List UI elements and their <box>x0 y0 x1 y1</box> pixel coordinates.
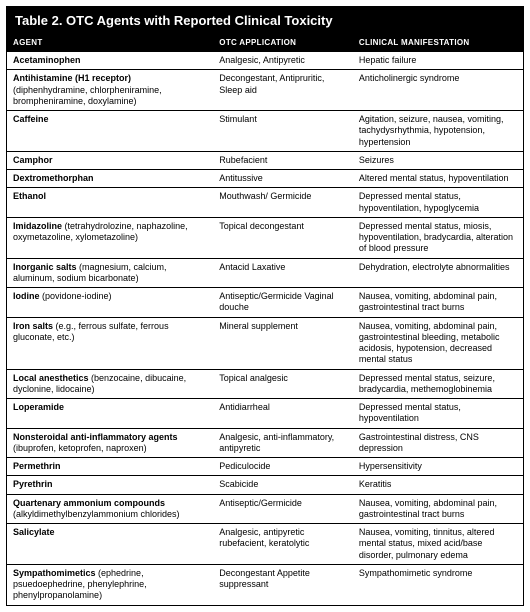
cell-manifestation: Depressed mental status, miosis, hypoven… <box>353 217 524 258</box>
agent-main: Nonsteroidal anti-inflammatory agents <box>13 432 178 442</box>
cell-manifestation: Keratitis <box>353 476 524 494</box>
table-row: Dextromethorphan AntitussiveAltered menta… <box>7 170 524 188</box>
cell-agent: Local anesthetics (benzocaine, dibucaine… <box>7 369 214 399</box>
cell-application: Analgesic, Antipyretic <box>213 52 353 70</box>
cell-manifestation: Nausea, vomiting, abdominal pain, gastro… <box>353 288 524 318</box>
cell-application: Decongestant Appetite suppressant <box>213 564 353 605</box>
cell-agent: Pyrethrin <box>7 476 214 494</box>
cell-manifestation: Depressed mental status, hypoventilation… <box>353 188 524 218</box>
otc-toxicity-table: Table 2. OTC Agents with Reported Clinic… <box>6 6 524 606</box>
cell-agent: Dextromethorphan <box>7 170 214 188</box>
cell-manifestation: Anticholinergic syndrome <box>353 70 524 111</box>
cell-manifestation: Depressed mental status, hypoventilation <box>353 399 524 429</box>
cell-agent: Inorganic salts (magnesium, calcium, alu… <box>7 258 214 288</box>
cell-application: Decongestant, Antipruritic, Sleep aid <box>213 70 353 111</box>
cell-agent: Iodine (povidone-iodine) <box>7 288 214 318</box>
agent-main: Ethanol <box>13 191 46 201</box>
agent-main: Sympathomimetics <box>13 568 96 578</box>
table-row: Pyrethrin ScabicideKeratitis <box>7 476 524 494</box>
agent-main: Antihistamine (H1 receptor) <box>13 73 131 83</box>
cell-application: Antiseptic/Germicide <box>213 494 353 524</box>
agent-main: Loperamide <box>13 402 64 412</box>
cell-manifestation: Nausea, vomiting, tinnitus, altered ment… <box>353 524 524 565</box>
table-row: Sympathomimetics (ephedrine, psuedoephed… <box>7 564 524 605</box>
cell-agent: Antihistamine (H1 receptor) (diphenhydra… <box>7 70 214 111</box>
table-row: Antihistamine (H1 receptor) (diphenhydra… <box>7 70 524 111</box>
cell-application: Scabicide <box>213 476 353 494</box>
cell-agent: Ethanol <box>7 188 214 218</box>
agent-sub: (diphenhydramine, chlorpheniramine, brom… <box>13 85 162 106</box>
cell-manifestation: Agitation, seizure, nausea, vomiting, ta… <box>353 111 524 152</box>
cell-application: Stimulant <box>213 111 353 152</box>
cell-manifestation: Altered mental status, hypoventilation <box>353 170 524 188</box>
cell-application: Antacid Laxative <box>213 258 353 288</box>
cell-agent: Sympathomimetics (ephedrine, psuedoephed… <box>7 564 214 605</box>
agent-sub: (alkyldimethylbenzylammonium chlorides) <box>13 509 180 519</box>
agent-main: Imidazoline <box>13 221 62 231</box>
table-row: Acetaminophen Analgesic, AntipyreticHepat… <box>7 52 524 70</box>
agent-main: Dextromethorphan <box>13 173 94 183</box>
cell-agent: Caffeine <box>7 111 214 152</box>
cell-agent: Quartenary ammonium compounds (alkyldime… <box>7 494 214 524</box>
cell-agent: Iron salts (e.g., ferrous sulfate, ferro… <box>7 317 214 369</box>
cell-manifestation: Nausea, vomiting, abdominal pain, gastro… <box>353 317 524 369</box>
col-application: OTC Application <box>213 34 353 52</box>
cell-application: Topical decongestant <box>213 217 353 258</box>
table-row: Inorganic salts (magnesium, calcium, alu… <box>7 258 524 288</box>
cell-agent: Imidazoline (tetrahydrolozine, naphazoli… <box>7 217 214 258</box>
table-row: Caffeine StimulantAgitation, seizure, nau… <box>7 111 524 152</box>
cell-manifestation: Hypersensitivity <box>353 458 524 476</box>
table-row: Camphor RubefacientSeizures <box>7 151 524 169</box>
table-row: Local anesthetics (benzocaine, dibucaine… <box>7 369 524 399</box>
cell-manifestation: Depressed mental status, seizure, bradyc… <box>353 369 524 399</box>
cell-manifestation: Sympathomimetic syndrome <box>353 564 524 605</box>
agent-main: Acetaminophen <box>13 55 81 65</box>
table-row: Loperamide AntidiarrhealDepressed mental … <box>7 399 524 429</box>
cell-application: Pediculocide <box>213 458 353 476</box>
agent-main: Caffeine <box>13 114 49 124</box>
cell-application: Antiseptic/Germicide Vaginal douche <box>213 288 353 318</box>
cell-application: Rubefacient <box>213 151 353 169</box>
cell-application: Analgesic, antipyretic rubefacient, kera… <box>213 524 353 565</box>
table-row: Ethanol Mouthwash/ GermicideDepressed men… <box>7 188 524 218</box>
agent-main: Camphor <box>13 155 53 165</box>
cell-application: Mineral supplement <box>213 317 353 369</box>
table-row: Iodine (povidone-iodine)Antiseptic/Germi… <box>7 288 524 318</box>
agent-main: Inorganic salts <box>13 262 77 272</box>
agent-main: Permethrin <box>13 461 61 471</box>
agent-main: Salicylate <box>13 527 55 537</box>
cell-application: Antidiarrheal <box>213 399 353 429</box>
cell-application: Topical analgesic <box>213 369 353 399</box>
cell-application: Analgesic, anti-inflammatory, antipyreti… <box>213 428 353 458</box>
table-title: Table 2. OTC Agents with Reported Clinic… <box>7 7 524 35</box>
col-agent: Agent <box>7 34 214 52</box>
agent-main: Pyrethrin <box>13 479 53 489</box>
cell-agent: Permethrin <box>7 458 214 476</box>
cell-manifestation: Seizures <box>353 151 524 169</box>
cell-manifestation: Hepatic failure <box>353 52 524 70</box>
cell-agent: Loperamide <box>7 399 214 429</box>
cell-manifestation: Dehydration, electrolyte abnormalities <box>353 258 524 288</box>
cell-application: Antitussive <box>213 170 353 188</box>
agent-sub: (ibuprofen, ketoprofen, naproxen) <box>13 443 147 453</box>
cell-agent: Salicylate <box>7 524 214 565</box>
table-row: Permethrin PediculocideHypersensitivity <box>7 458 524 476</box>
col-manifestation: Clinical Manifestation <box>353 34 524 52</box>
cell-manifestation: Nausea, vomiting, abdominal pain, gastro… <box>353 494 524 524</box>
agent-main: Local anesthetics <box>13 373 89 383</box>
cell-agent: Acetaminophen <box>7 52 214 70</box>
cell-application: Mouthwash/ Germicide <box>213 188 353 218</box>
table-row: Iron salts (e.g., ferrous sulfate, ferro… <box>7 317 524 369</box>
agent-main: Iron salts <box>13 321 53 331</box>
agent-main: Quartenary ammonium compounds <box>13 498 165 508</box>
agent-main: Iodine <box>13 291 40 301</box>
agent-sub: (povidone-iodine) <box>40 291 112 301</box>
table-row: Nonsteroidal anti-inflammatory agents (i… <box>7 428 524 458</box>
cell-agent: Nonsteroidal anti-inflammatory agents (i… <box>7 428 214 458</box>
table-row: Salicylate Analgesic, antipyretic rubefac… <box>7 524 524 565</box>
cell-agent: Camphor <box>7 151 214 169</box>
cell-manifestation: Gastrointestinal distress, CNS depressio… <box>353 428 524 458</box>
table-row: Quartenary ammonium compounds (alkyldime… <box>7 494 524 524</box>
table-row: Imidazoline (tetrahydrolozine, naphazoli… <box>7 217 524 258</box>
